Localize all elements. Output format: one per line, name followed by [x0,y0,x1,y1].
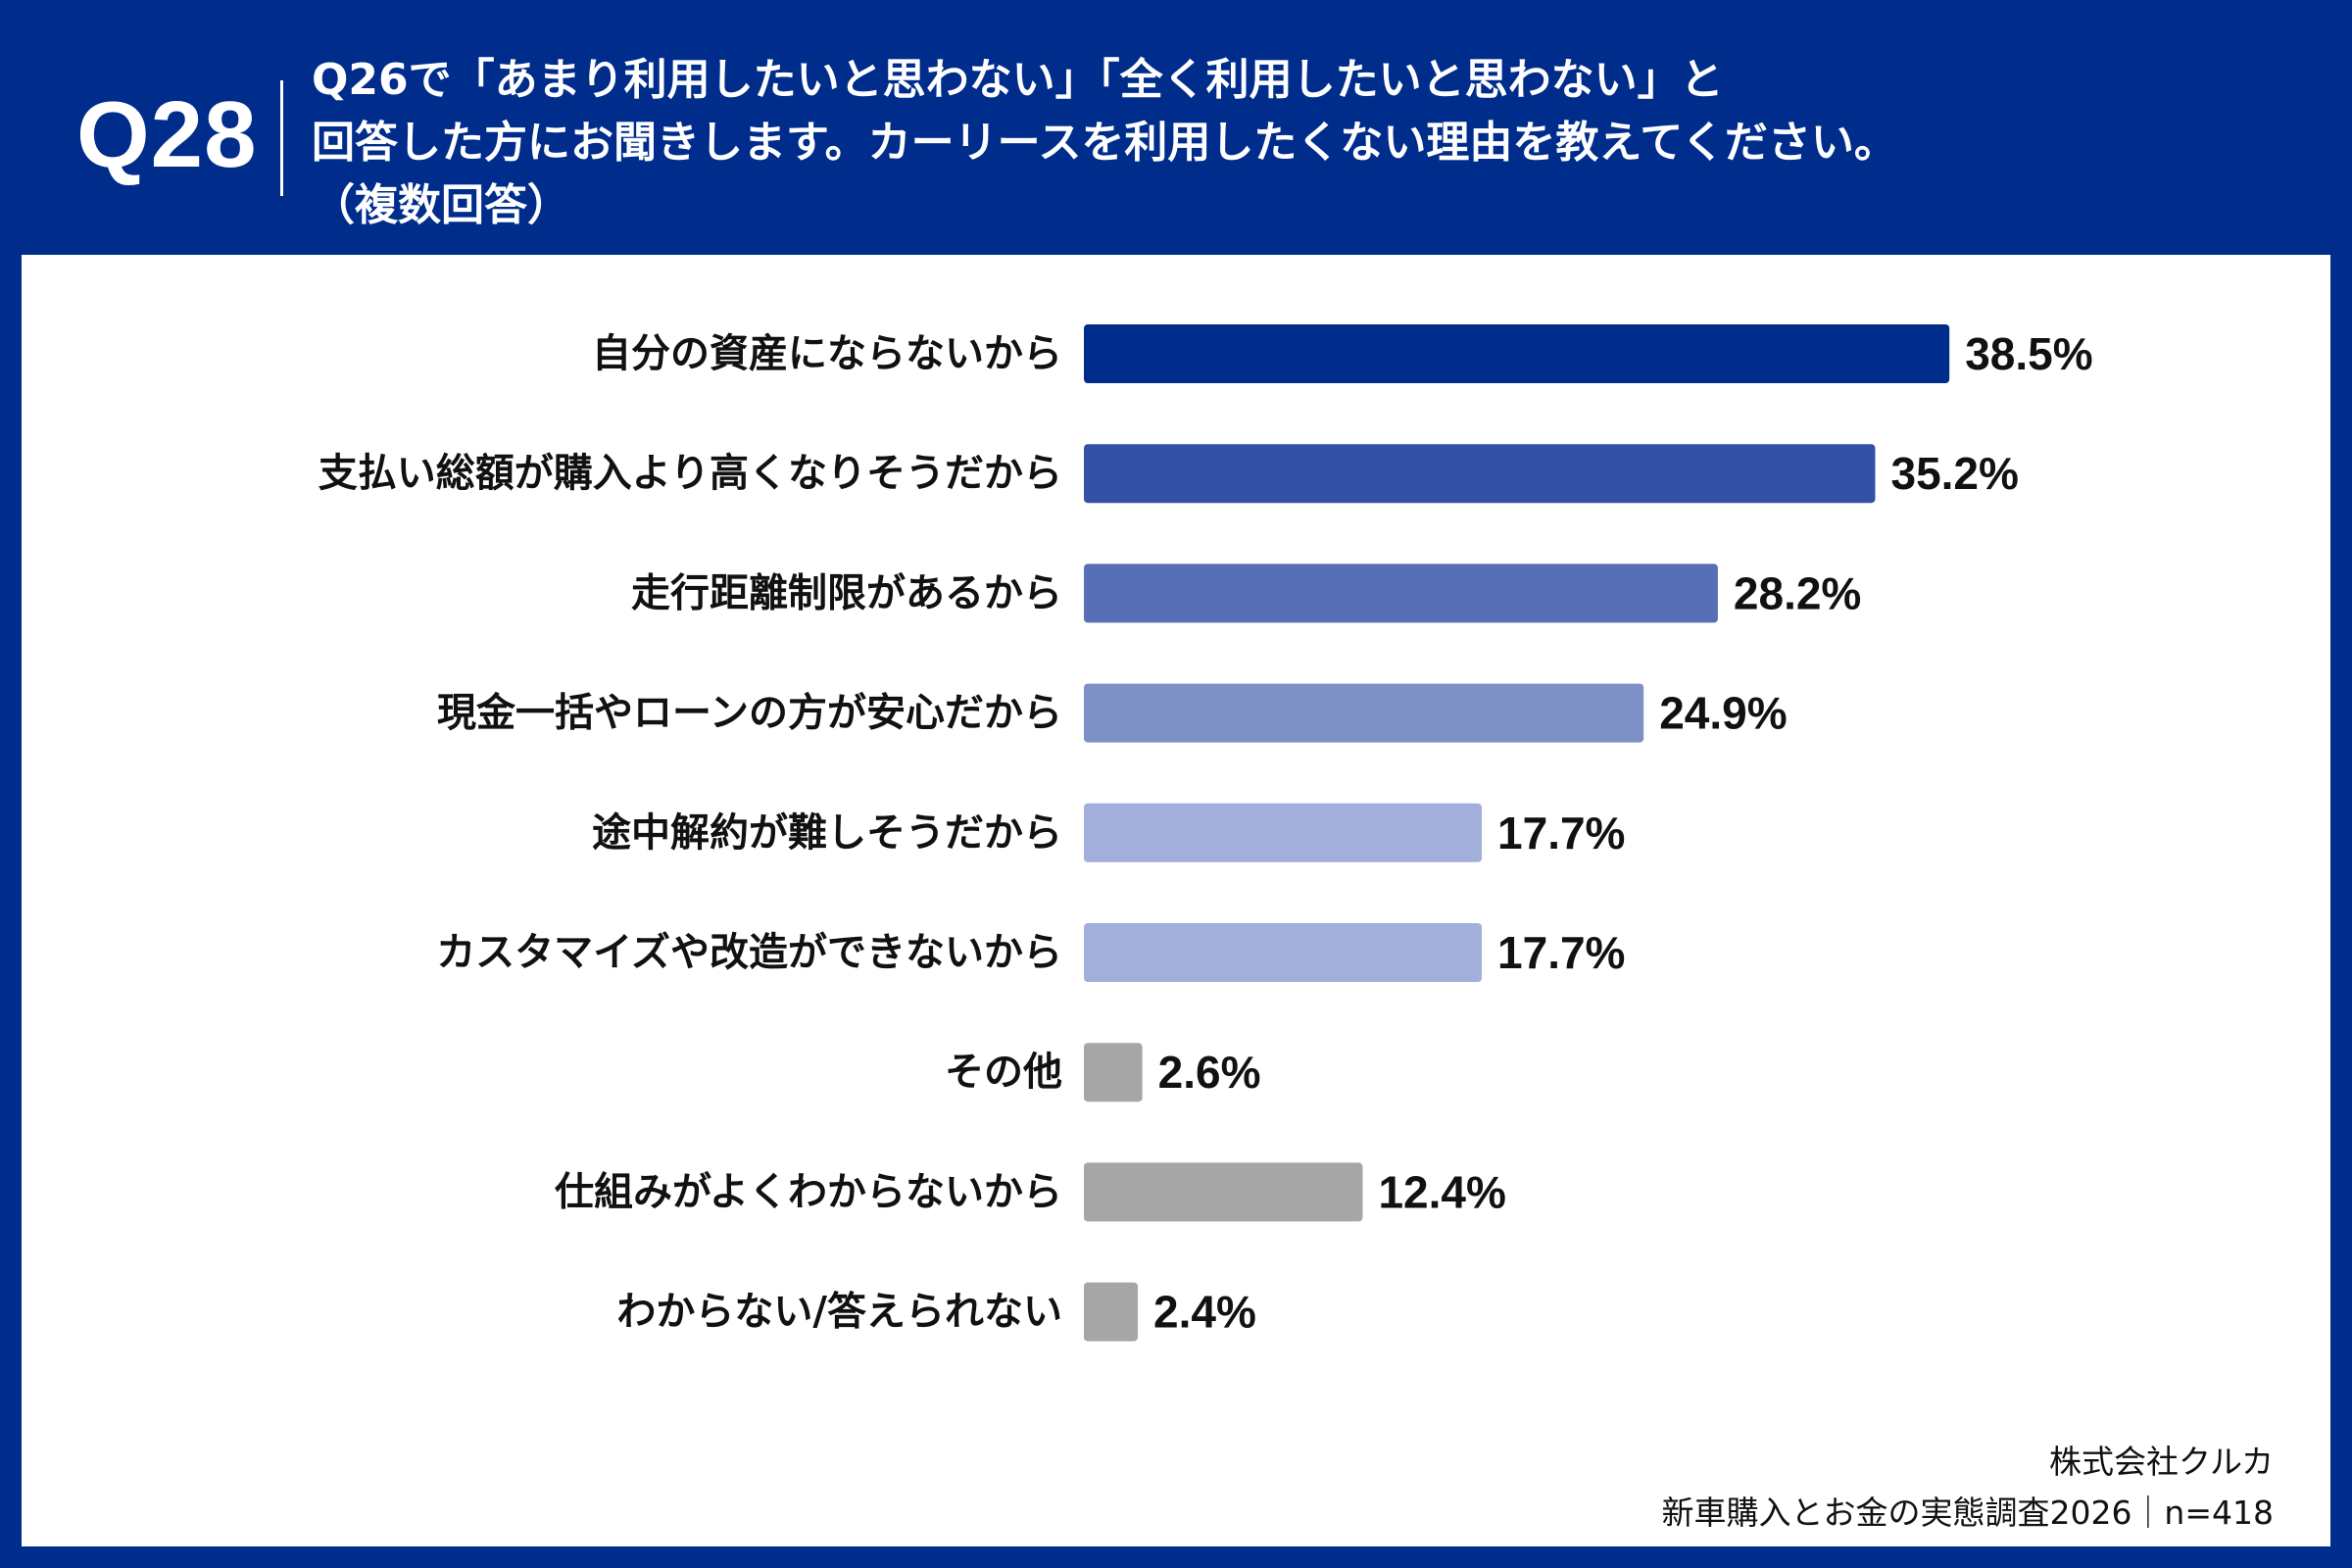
chart-panel: 自分の資産にならないから 38.5% 支払い総額が購入より高くなりそうだから 35.2… [22,255,2330,1546]
header: Q28 Q26で「あまり利用したいと思わない」「全く利用したいと思わない」と 回… [0,0,2352,253]
bar [1084,1162,1363,1222]
bar [1084,1282,1139,1342]
value-label: 35.2% [1890,448,2018,499]
footer: 株式会社クルカ 新車購入とお金の実態調査2026｜n=418 [1661,1437,2274,1539]
header-divider [280,80,283,196]
category-label: 支払い総額が購入より高くなりそうだから [318,451,1062,496]
bar [1084,324,1950,383]
category-label: その他 [945,1050,1062,1095]
category-label: 現金一括やローンの方が安心だから [437,691,1062,736]
value-label: 17.7% [1497,808,1625,858]
company-name: 株式会社クルカ [2048,1443,2274,1481]
question-line-1: Q26で「あまり利用したいと思わない」「全く利用したいと思わない」と [312,55,1724,105]
bar [1084,444,1876,504]
question-number: Q28 [76,82,258,187]
category-label: 自分の資産にならないから [592,331,1062,376]
bar [1084,683,1644,743]
bar-chart: 自分の資産にならないから 38.5% 支払い総額が購入より高くなりそうだから 35.2… [318,324,2093,1342]
value-label: 12.4% [1378,1166,1505,1217]
category-label: カスタマイズや改造ができないから [436,930,1062,975]
value-label: 24.9% [1659,688,1787,739]
value-label: 38.5% [1965,328,2092,379]
bar [1084,803,1483,862]
value-label: 2.4% [1153,1287,1256,1338]
category-label: 走行距離制限があるから [631,570,1062,615]
question-line-2: 回答した方にお聞きします。カーリースを利用したくない理由を教えてください。 [312,118,1897,168]
category-label: わからない/答えられない [616,1290,1062,1335]
question-line-3: （複数回答） [312,180,570,230]
value-label: 17.7% [1497,927,1625,978]
bar [1084,564,1718,623]
bar [1084,1043,1143,1102]
bar [1084,923,1483,982]
question-text: Q26で「あまり利用したいと思わない」「全く利用したいと思わない」と 回答した方… [312,49,2272,237]
survey-source: 新車購入とお金の実態調査2026｜n=418 [1661,1494,2274,1532]
value-label: 28.2% [1734,567,1861,618]
category-label: 途中解約が難しそうだから [592,810,1062,856]
category-label: 仕組みがよくわからないから [555,1169,1062,1214]
value-label: 2.6% [1158,1047,1261,1098]
